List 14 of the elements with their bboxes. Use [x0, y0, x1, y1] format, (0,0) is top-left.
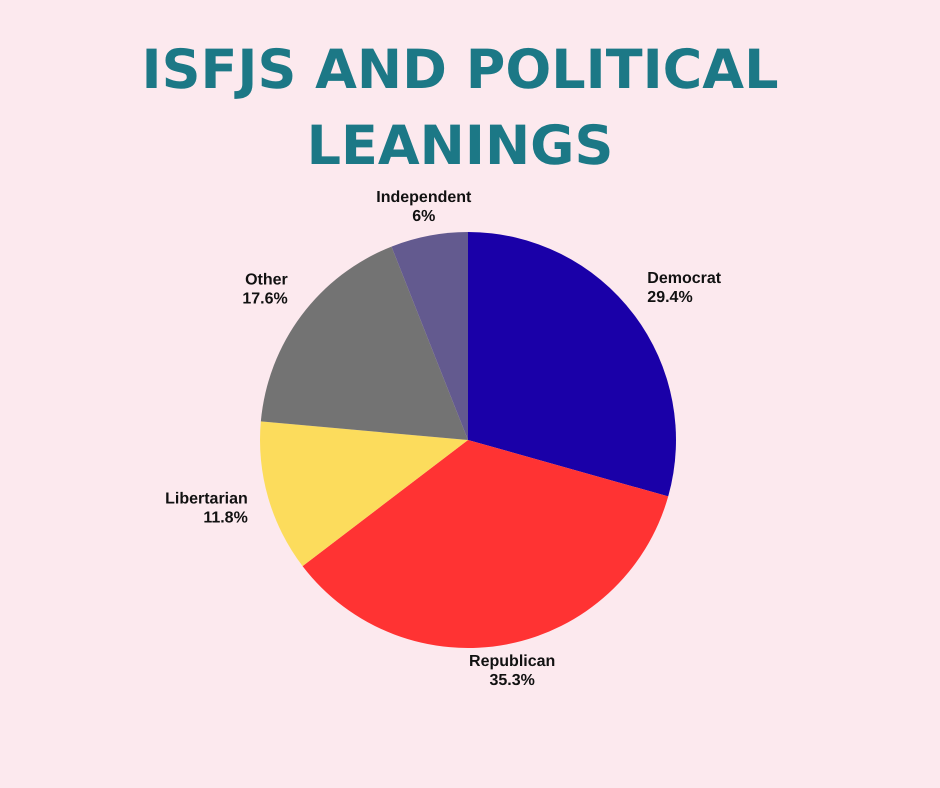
pie-slice	[302, 440, 668, 648]
pie-slice	[260, 421, 468, 566]
slice-label: Republican	[469, 652, 556, 670]
slice-label: Other	[245, 271, 288, 288]
data-label: 6%	[412, 208, 436, 226]
data-label: 17.6%	[242, 290, 288, 308]
slice-label: Democrat	[647, 270, 722, 288]
data-label: 35.3%	[489, 672, 535, 689]
pie-slice	[392, 232, 468, 440]
slice-label: Libertarian	[165, 490, 248, 508]
slice-label: Independent	[376, 189, 472, 206]
data-label: 29.4%	[647, 289, 693, 306]
data-label: 11.8%	[203, 509, 248, 526]
chart-title: ISFJS AND POLITICAL LEANINGS	[141, 38, 779, 177]
